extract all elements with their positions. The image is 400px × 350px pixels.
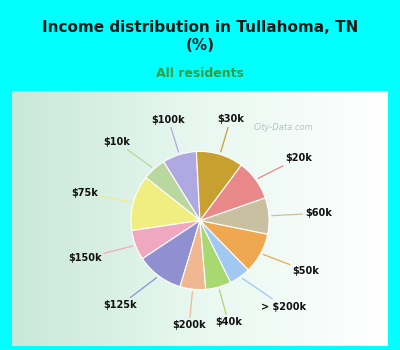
Text: $20k: $20k — [258, 153, 312, 178]
Wedge shape — [200, 198, 269, 234]
Wedge shape — [200, 220, 268, 270]
Text: All residents: All residents — [156, 67, 244, 80]
Text: $50k: $50k — [263, 254, 320, 276]
Text: $10k: $10k — [103, 137, 152, 167]
Text: Income distribution in Tullahoma, TN
(%): Income distribution in Tullahoma, TN (%) — [42, 20, 358, 53]
Text: $30k: $30k — [217, 114, 244, 152]
Text: $75k: $75k — [71, 188, 130, 202]
Text: > $200k: > $200k — [242, 278, 306, 312]
Text: $150k: $150k — [68, 246, 133, 263]
Text: $125k: $125k — [104, 278, 157, 310]
Text: City-Data.com: City-Data.com — [253, 123, 313, 132]
Wedge shape — [146, 162, 200, 220]
Text: $60k: $60k — [272, 208, 332, 218]
Text: $100k: $100k — [152, 115, 185, 152]
Wedge shape — [132, 220, 200, 259]
Wedge shape — [131, 177, 200, 231]
Wedge shape — [180, 220, 206, 289]
Wedge shape — [200, 220, 248, 282]
Wedge shape — [200, 220, 231, 289]
Wedge shape — [200, 165, 265, 220]
Wedge shape — [142, 220, 200, 287]
Wedge shape — [196, 152, 241, 220]
Text: $200k: $200k — [172, 292, 206, 330]
Text: $40k: $40k — [215, 290, 242, 327]
Wedge shape — [164, 152, 200, 220]
